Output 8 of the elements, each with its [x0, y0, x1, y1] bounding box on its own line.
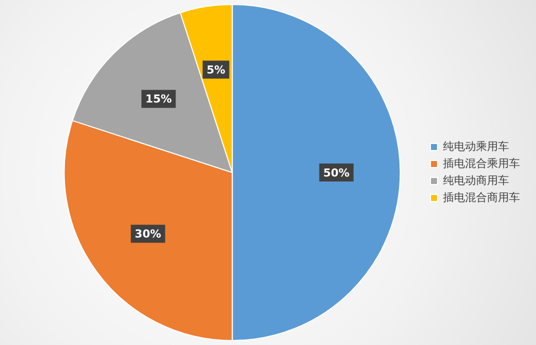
- data-label: 15%: [145, 92, 172, 106]
- legend-label: 纯电动乘用车: [443, 140, 509, 153]
- data-label: 30%: [134, 228, 162, 241]
- legend-label: 插电混合乘用车: [443, 156, 520, 170]
- legend-label: 插电混合商用车: [443, 190, 520, 204]
- data-label: 50%: [323, 166, 350, 180]
- legend-label: 纯电动商用车: [443, 174, 509, 187]
- data-label: 5%: [206, 63, 226, 76]
